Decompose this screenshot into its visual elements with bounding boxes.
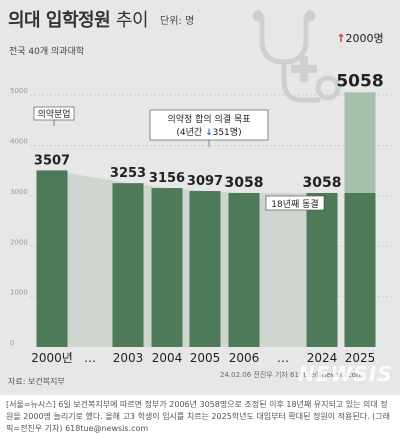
category-label-1: … <box>84 351 96 365</box>
value-label-2005: 3097 <box>187 174 223 189</box>
category-label-0: 2000년 <box>31 351 73 365</box>
agreement-annotation-line2: (4년간 ↓351명) <box>176 127 241 138</box>
y-tick-label-1000: 1000 <box>10 289 28 297</box>
title-light: 추이 <box>115 10 149 31</box>
medical-cross-icon <box>291 56 317 82</box>
category-label-7: 2024 <box>307 351 338 365</box>
agreement-value: 351명) <box>213 127 242 138</box>
down-arrow-icon: ↓ <box>205 128 213 138</box>
unit-label: 단위: 명 <box>160 16 195 27</box>
level-band <box>36 170 338 347</box>
category-label-8: 2025 <box>345 351 376 365</box>
value-label-2003: 3253 <box>110 166 146 181</box>
value-label-2000년: 3507 <box>34 153 70 168</box>
credit-label: 24.02.06 전진우 기자 618tue@newsis.com <box>220 371 363 379</box>
bar-2025 <box>344 192 376 347</box>
category-labels: 2000년 … 2003 2004 2005 2006 … 2024 2025 <box>31 351 375 365</box>
title-main: 의대 입학정원 <box>8 10 111 31</box>
infographic-card: 의대 입학정원 추이 단위: 명 전국 40개 의과대학 5000 4000 300… <box>0 0 400 395</box>
agreement-annotation-line1: 의약정 합의 의결 목표 <box>167 113 250 125</box>
y-tick-label-4000: 4000 <box>10 138 28 146</box>
flat-band <box>36 170 338 347</box>
subtitle: 전국 40개 의과대학 <box>9 47 85 57</box>
increase-value: 2000명 <box>346 32 384 45</box>
category-label-5: 2006 <box>229 351 260 365</box>
bar-2006 <box>228 192 260 347</box>
freeze-annotation: 18년째 동결 <box>271 199 318 210</box>
y-tick-label-2000: 2000 <box>10 238 28 246</box>
bars <box>36 92 376 347</box>
y-axis-ticks: 5000 4000 3000 2000 1000 0 <box>10 87 28 347</box>
value-label-2004: 3156 <box>149 171 185 186</box>
value-label-2025: 5058 <box>336 71 383 91</box>
y-tick-label-5000: 5000 <box>10 87 28 95</box>
bar-2004 <box>151 188 183 347</box>
agreement-annotation-box <box>149 109 269 141</box>
photo-caption: [서울=뉴시스] 6일 보건복지부에 따르면 정부가 2006년 3058명으로… <box>6 400 391 433</box>
annotations: 의약분업 의약정 합의 의결 목표 (4년간 ↓351명) 18년째 동결 ↑2000명 <box>33 32 384 211</box>
newsis-watermark: NEWSIS <box>298 362 393 386</box>
increase-label: ↑2000명 <box>336 32 383 45</box>
bar-increase-2025 <box>344 92 376 193</box>
up-arrow-icon: ↑ <box>336 32 345 45</box>
category-label-6: … <box>277 351 289 365</box>
value-label-2006: 3058 <box>225 175 264 191</box>
freeze-annotation-box <box>265 195 325 211</box>
bar-2024 <box>306 192 338 347</box>
bar-2000년 <box>36 170 68 347</box>
start-annotation: 의약분업 <box>37 108 70 120</box>
category-label-3: 2004 <box>152 351 183 365</box>
stethoscope-icon <box>252 10 341 103</box>
y-tick-label-3000: 3000 <box>10 188 28 196</box>
category-label-2: 2003 <box>113 351 144 365</box>
page-title: 의대 입학정원 추이 <box>8 6 149 32</box>
agreement-prefix: (4년간 <box>176 127 205 138</box>
source-label: 자료: 보건복지부 <box>8 377 65 386</box>
bar-2005 <box>189 191 221 347</box>
value-label-2024: 3058 <box>303 175 342 191</box>
category-label-4: 2005 <box>190 351 221 365</box>
y-tick-label-0: 0 <box>10 339 14 347</box>
bar-2003 <box>112 183 144 347</box>
